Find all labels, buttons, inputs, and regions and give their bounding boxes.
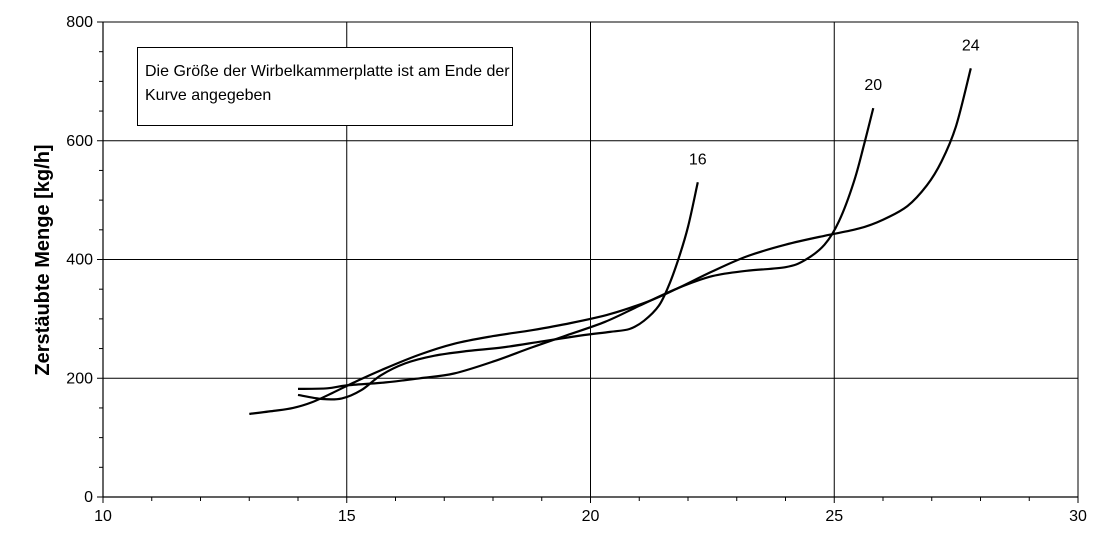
- y-tick-label: 600: [66, 133, 93, 150]
- y-axis-label: Zerstäubte Menge [kg/h]: [32, 144, 54, 375]
- curve-label-20: 20: [864, 77, 882, 94]
- x-tick-label: 25: [825, 508, 843, 525]
- series-line-16: [297, 182, 699, 401]
- y-tick-label: 400: [66, 252, 93, 269]
- grid-lines: [103, 21, 1079, 497]
- series-line-24: [249, 68, 972, 415]
- x-tick-label: 20: [582, 508, 600, 525]
- curve-label-24: 24: [962, 37, 980, 54]
- annotation-text: Die Größe der Wirbelkammerplatte ist am …: [145, 63, 510, 104]
- x-tick-label: 10: [94, 508, 112, 525]
- curve-labels: 16 20 24: [689, 37, 980, 168]
- y-tick-label: 0: [84, 489, 93, 506]
- tick-labels: 10 15 20 25 30 0 200 400 600 800: [66, 14, 1087, 525]
- series-line-20: [297, 107, 875, 390]
- y-tick-label: 200: [66, 370, 93, 387]
- curve-label-16: 16: [689, 151, 707, 168]
- series-lines: [249, 68, 972, 415]
- x-tick-label: 30: [1069, 508, 1087, 525]
- x-tick-label: 15: [338, 508, 356, 525]
- axes: [97, 21, 1079, 503]
- y-tick-label: 800: [66, 14, 93, 31]
- annotation-box: Die Größe der Wirbelkammerplatte ist am …: [137, 47, 513, 126]
